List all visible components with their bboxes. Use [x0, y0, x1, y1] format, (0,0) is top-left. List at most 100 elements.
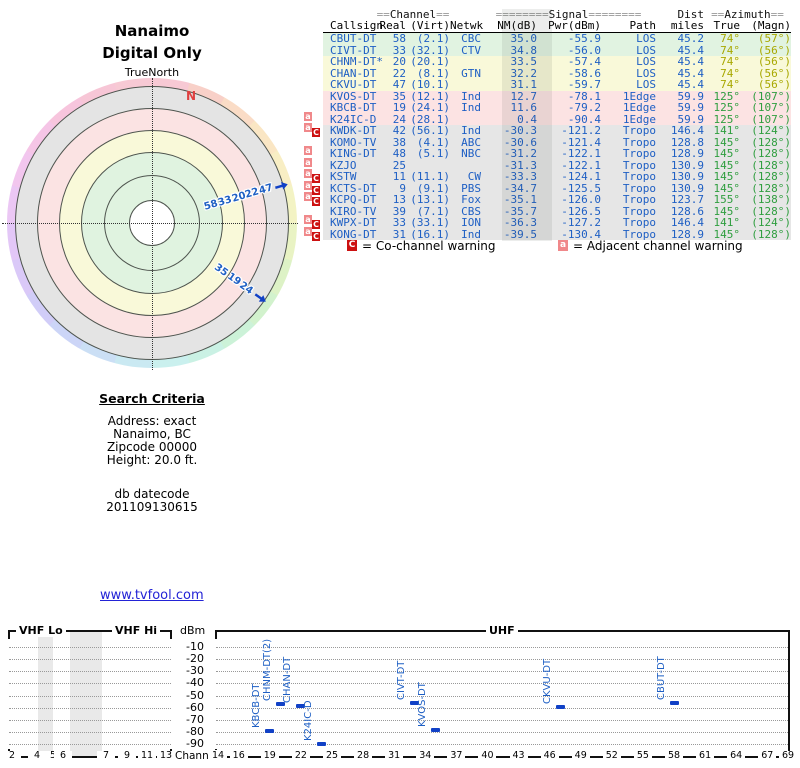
channel-tick-label: 58 — [665, 751, 683, 761]
cell-magn: (56°) — [757, 78, 791, 91]
co-channel-warning-badge: C — [312, 231, 320, 241]
cell-true: 125° — [713, 89, 741, 103]
cell-miles: 45.4 — [677, 43, 705, 57]
cell-path: Tropo — [622, 147, 656, 160]
cell-true: 145° — [713, 158, 741, 172]
warning-badges — [304, 33, 322, 44]
station-signal-marker — [431, 727, 441, 732]
channel-tick-label: 69 — [779, 751, 797, 761]
cell-magn: (128°) — [751, 204, 791, 218]
cell-path: LOS — [636, 66, 656, 80]
station-signal-marker — [296, 703, 306, 708]
table-row: a KZJO 25 -31.3 -122.1 Tropo 130.9 145° (128°) — [304, 157, 791, 172]
adjacent-legend-badge: a — [558, 240, 568, 251]
cell-netwk: CBS — [461, 204, 481, 218]
cell-callsign: KWPX-DT — [330, 216, 377, 229]
channel-tick-label: 6 — [54, 751, 72, 761]
search-zipcode-line: Zipcode 00000 — [106, 440, 198, 454]
co-channel-warning-badge: C — [312, 185, 320, 195]
cell-real: 33 — [392, 216, 406, 229]
uhf-label: UHF — [486, 624, 518, 637]
gridline — [216, 695, 788, 697]
cell-virt: (32.1) — [410, 43, 450, 57]
adjacent-warning-badge: a — [304, 215, 312, 224]
cell-real: 31 — [392, 227, 406, 241]
adjacent-warning-badge: a — [304, 192, 312, 201]
cell-magn: (128°) — [751, 135, 791, 149]
cell-miles: 45.4 — [677, 78, 705, 91]
cell-callsign: KVOS-DT — [330, 89, 377, 103]
cell-virt: (8.1) — [416, 66, 450, 80]
box-corner — [215, 630, 217, 639]
cell-miles: 128.9 — [670, 227, 704, 241]
cell-magn: (57°) — [757, 32, 791, 45]
cell-callsign: KWDK-DT — [330, 124, 377, 137]
search-city-line: Nanaimo, BC — [113, 427, 191, 441]
channel-tick-label: 31 — [385, 751, 404, 761]
station-callsign-label: CHNM-DT(2) — [261, 639, 273, 702]
cell-real: 20 — [392, 55, 406, 68]
compass-n-label: N — [186, 89, 197, 103]
warning-badges — [304, 91, 322, 102]
box-corner — [8, 630, 10, 639]
gridline — [9, 731, 171, 733]
table-row: a C KWDK-DT 42 (56.1) Ind -30.3 -121.2 Tropo 146.… — [304, 123, 791, 137]
warning-badges — [304, 79, 322, 90]
co-channel-legend-text: = Co-channel warning — [362, 239, 496, 253]
cell-virt: (2.1) — [416, 32, 450, 45]
cell-path: Tropo — [622, 181, 656, 195]
cell-true: 145° — [713, 227, 741, 241]
cell-pwr: -122.1 — [561, 147, 601, 160]
db-datecode-value: 201109130615 — [106, 500, 198, 514]
table-row: KIRO-TV 39 (7.1) CBS -35.7 -126.5 Tropo 128.6 14… — [323, 204, 791, 218]
cell-callsign: CKVU-DT — [330, 78, 377, 91]
col-header-pwr: Pwr(dBm) — [548, 19, 601, 32]
gridline — [9, 719, 171, 721]
channel-tick-label: 37 — [447, 751, 466, 761]
channel-axis-label: Channel — [175, 750, 219, 762]
cell-callsign: KING-DT — [330, 147, 377, 160]
crosshair-horizontal — [2, 223, 298, 224]
cell-miles: 123.7 — [670, 193, 704, 206]
cell-real: 58 — [392, 32, 406, 45]
dbm-tick-label: -70 — [186, 712, 204, 726]
channel-tick-label: 25 — [323, 751, 341, 761]
table-column-header-row: Callsign Real (Virt) Netwk NM(dB) Pwr(dB… — [330, 20, 791, 32]
cell-netwk: CW — [467, 170, 481, 183]
adjacent-warning-badge: a — [304, 169, 312, 178]
cell-pwr: -55.9 — [567, 32, 601, 45]
cell-virt: (28.1) — [410, 112, 450, 126]
cell-callsign: CBUT-DT — [330, 32, 377, 45]
table-row: a C KONG-DT 31 (16.1) Ind -39.5 -130.4 Tropo 128.… — [304, 226, 791, 241]
uhf-box-right-border — [788, 630, 790, 758]
co-channel-warning-badge: C — [312, 174, 320, 183]
cell-pwr: -79.2 — [567, 101, 601, 114]
cell-magn: (128°) — [751, 170, 791, 183]
table-row: a C KCPQ-DT 13 (13.1) Fox -35.1 -126.0 Tropo 123.… — [304, 192, 791, 206]
vhf-box-top-border — [8, 630, 172, 632]
cell-netwk: Fox — [461, 193, 481, 206]
station-signal-marker — [669, 700, 679, 705]
cell-magn: (138°) — [751, 193, 791, 206]
cell-callsign: KSTW — [330, 170, 357, 183]
cell-path: LOS — [636, 55, 656, 68]
cell-pwr: -78.1 — [567, 89, 601, 103]
cell-callsign: CHNM-DT* — [330, 55, 383, 68]
station-callsign-label: K24IC-D — [303, 700, 315, 742]
tvfool-link[interactable]: www.tvfool.com — [100, 588, 204, 603]
cell-callsign: KOMO-TV — [330, 135, 377, 149]
cell-true: 74° — [720, 32, 740, 45]
cell-nm: 34.8 — [510, 43, 538, 57]
col-header-virt: (Virt) — [410, 19, 450, 32]
table-row: a C KSTW 11 (11.1) CW -33.3 -124.1 Tropo 130.9 145… — [304, 169, 791, 183]
adjacent-warning-badge: a — [304, 146, 312, 155]
cell-real: 35 — [392, 89, 406, 103]
gridline — [216, 707, 788, 709]
cell-nm: 12.7 — [510, 89, 538, 103]
cell-path: 1Edge — [622, 112, 656, 126]
cell-nm: -31.3 — [503, 158, 537, 172]
channel-tick-label: 11 — [138, 751, 156, 761]
table-row: CHNM-DT* 20 (20.1) 33.5 -57.4 LOS 45.4 74° (56°) — [323, 56, 791, 68]
